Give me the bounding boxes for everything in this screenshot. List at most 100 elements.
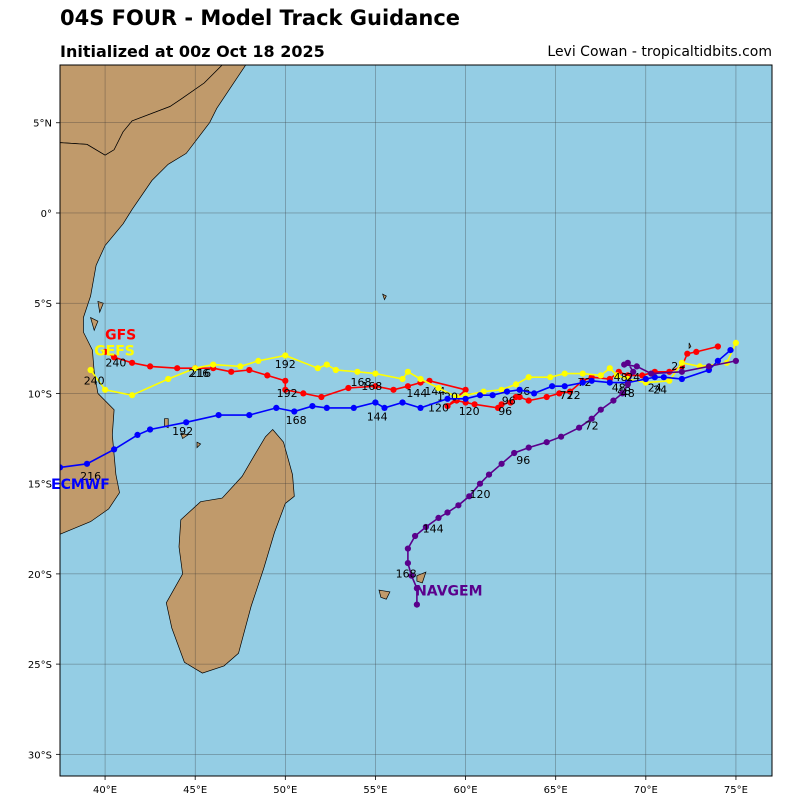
forecast-hour-label-ecmwf: 72 — [560, 389, 574, 402]
track-point-gefs — [332, 366, 339, 374]
track-point-gfs — [282, 377, 289, 384]
track-point-gfs — [111, 354, 118, 361]
track-point-gefs — [525, 374, 532, 381]
track-point-gefs — [237, 363, 244, 370]
track-point-navgem — [597, 406, 604, 413]
track-point-gfs — [567, 388, 574, 395]
forecast-hour-label-gfs: 192 — [277, 387, 298, 400]
track-point-ecmwf — [381, 404, 388, 411]
track-point-navgem — [485, 471, 493, 478]
forecast-hour-label-ecmwf: 24 — [653, 383, 667, 396]
track-point-gefs — [597, 372, 604, 379]
track-point-ecmwf — [489, 392, 496, 399]
model-tracks: 2448729612014416819221624024487296120144… — [60, 339, 740, 608]
track-line-gfs — [104, 345, 719, 409]
track-point-navgem — [732, 357, 740, 364]
forecast-hour-label-navgem: 168 — [396, 568, 417, 581]
track-point-navgem — [624, 381, 631, 388]
track-point-navgem — [624, 359, 631, 366]
track-point-ecmwf — [111, 446, 118, 453]
track-point-gfs — [318, 393, 325, 401]
track-point-navgem — [619, 390, 626, 397]
track-point-navgem — [678, 368, 686, 375]
track-point-gefs — [282, 352, 289, 359]
lat-tick-label: 0° — [41, 209, 52, 220]
land-madagascar — [165, 428, 295, 674]
track-point-gfs — [102, 348, 109, 355]
map-frame — [59, 64, 773, 777]
track-point-ecmwf — [678, 375, 686, 383]
lat-tick-label: 5°S — [34, 299, 52, 310]
track-point-ecmwf — [417, 404, 424, 411]
forecast-hour-label-navgem: 144 — [423, 522, 444, 535]
track-point-navgem — [588, 415, 595, 422]
track-point-gfs — [174, 365, 181, 372]
track-point-navgem — [610, 397, 617, 404]
track-point-gefs — [314, 365, 321, 372]
track-point-ecmwf — [323, 404, 330, 411]
lon-tick-label: 65°E — [544, 785, 568, 796]
chart-title: 04S FOUR - Model Track Guidance — [60, 6, 461, 30]
forecast-hour-label-navgem: 120 — [470, 488, 491, 501]
track-point-gefs — [129, 392, 136, 399]
track-point-gfs — [372, 383, 379, 390]
track-point-ecmwf — [588, 377, 595, 384]
land-island — [97, 300, 104, 314]
track-point-navgem — [466, 493, 473, 500]
track-point-gfs — [556, 390, 563, 397]
track-point-gfs — [714, 343, 722, 350]
model-label-gfs: GFS — [105, 327, 136, 343]
track-point-ecmwf — [147, 426, 154, 433]
track-point-gfs — [684, 350, 691, 357]
lon-tick-label: 45°E — [183, 785, 207, 796]
ocean — [60, 65, 772, 776]
credit-text: Levi Cowan - tropicaltidbits.com — [547, 44, 772, 60]
track-point-ecmwf — [215, 412, 222, 419]
track-point-ecmwf — [549, 383, 556, 390]
track-point-navgem — [498, 460, 505, 467]
track-point-navgem — [633, 363, 640, 370]
axis-labels: 40°E 45°E 50°E 55°E 60°E 65°E 70°E 75°E 5°N 0° 5°S… — [28, 119, 748, 796]
forecast-hour-label-ecmwf: 120 — [459, 405, 480, 418]
land-island — [196, 441, 202, 449]
track-point-ecmwf — [462, 395, 469, 402]
track-point-navgem — [525, 444, 532, 451]
track-point-ecmwf — [476, 392, 484, 399]
lon-tick-label: 55°E — [363, 785, 387, 796]
track-point-navgem — [648, 370, 655, 377]
track-point-ecmwf — [727, 347, 734, 354]
lon-tick-label: 70°E — [634, 785, 658, 796]
track-point-gefs — [323, 361, 330, 368]
track-point-gefs — [606, 365, 613, 372]
track-point-navgem — [413, 585, 420, 592]
track-point-gfs — [693, 348, 700, 355]
land-island — [416, 571, 427, 584]
track-point-ecmwf — [291, 408, 298, 415]
track-point-navgem — [476, 480, 484, 487]
track-point-gfs — [282, 386, 289, 393]
track-point-ecmwf — [516, 386, 523, 393]
forecast-hour-label-gfs: 72 — [567, 389, 581, 402]
track-point-gfs — [228, 368, 235, 375]
forecast-hour-label-gefs: 216 — [188, 367, 209, 380]
track-point-gefs — [732, 339, 740, 346]
track-point-gefs — [417, 375, 424, 383]
forecast-hour-label-gefs: 168 — [361, 380, 382, 393]
track-point-gfs — [507, 399, 514, 406]
track-point-gefs — [547, 374, 554, 381]
track-point-ecmwf — [399, 399, 406, 406]
track-point-gefs — [192, 365, 199, 372]
lat-tick-label: 5°N — [33, 119, 52, 130]
track-point-ecmwf — [60, 464, 64, 471]
track-point-gefs — [399, 375, 406, 383]
track-point-gefs — [435, 384, 442, 392]
lat-tick-label: 25°S — [28, 660, 52, 671]
forecast-hour-label-navgem: 24 — [626, 371, 640, 384]
track-point-navgem — [511, 449, 518, 457]
model-label-ecmwf: ECMWF — [51, 477, 110, 493]
track-point-ecmwf — [561, 383, 568, 390]
track-point-gefs — [255, 357, 262, 364]
